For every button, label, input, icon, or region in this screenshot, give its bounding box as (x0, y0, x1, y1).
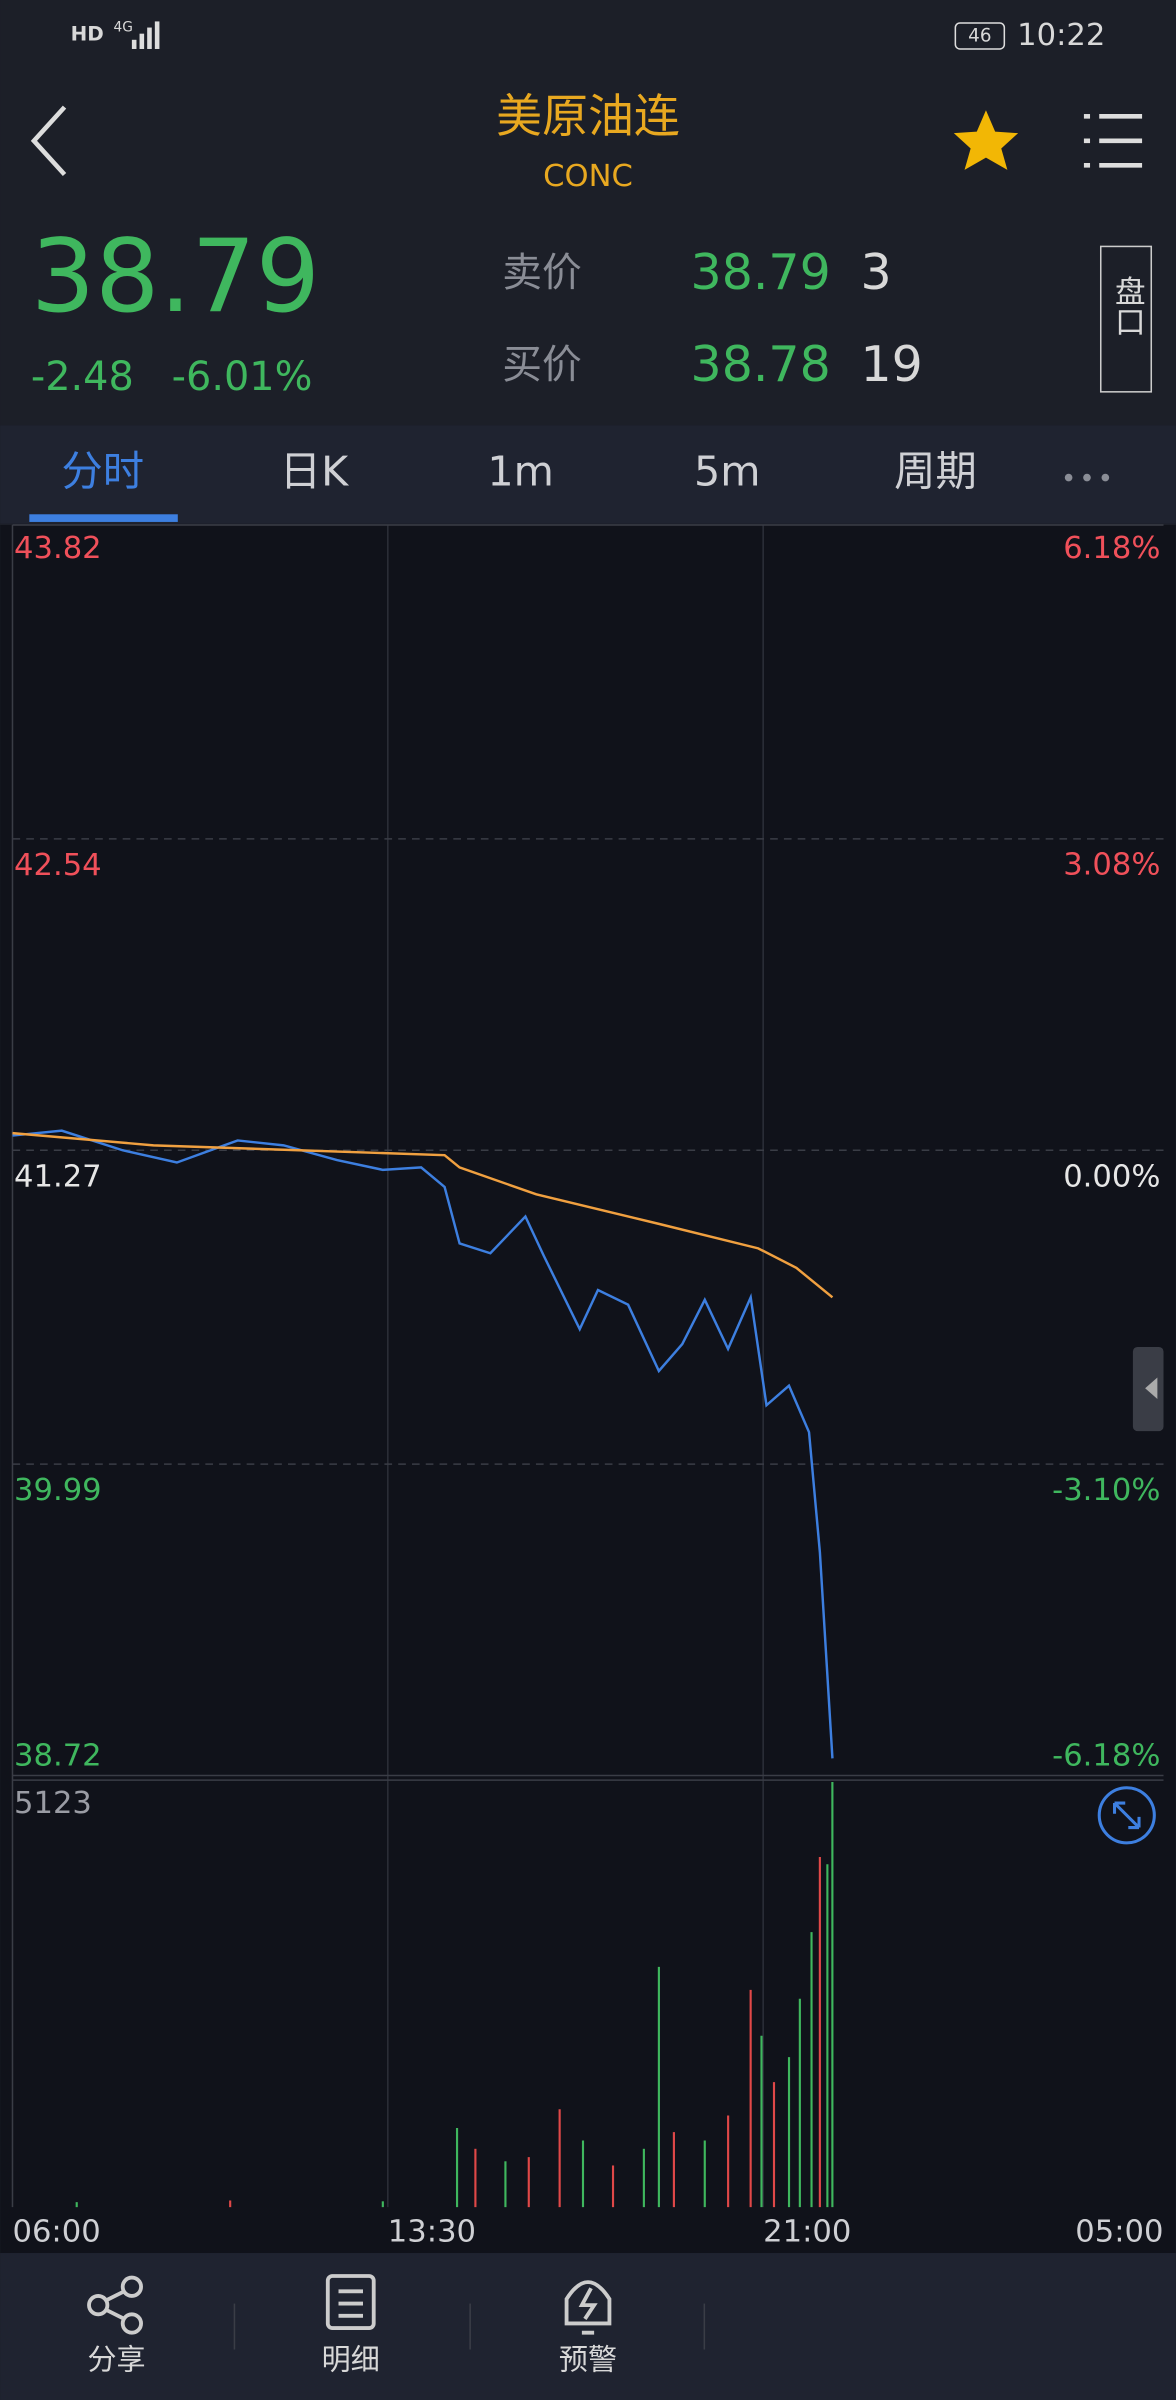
expand-icon (1113, 1801, 1141, 1830)
y2-tick-label: -3.10% (1052, 1473, 1160, 1508)
chart: 06:00 13:30 21:00 05:00 38.72 39.99 41.27 42.54… (11, 524, 1164, 2250)
volume-max-label: 5123 (14, 1786, 92, 1821)
nav-dividers (233, 2303, 706, 2350)
bid-label: 买价 (502, 342, 582, 388)
chart-bg (0, 525, 1176, 2254)
back-button[interactable] (30, 105, 67, 177)
panel-button-label: 盘口 (1109, 275, 1144, 336)
bid-price: 38.78 (691, 336, 831, 393)
y-tick-label: 38.72 (14, 1739, 102, 1774)
tab[interactable]: 1m (487, 447, 554, 495)
more-tabs[interactable] (1064, 473, 1110, 482)
x-tick-label: 21:00 (763, 2215, 851, 2250)
tabs-bg (0, 425, 1176, 524)
bid-size: 19 (860, 336, 922, 393)
bottom-nav: 分享 明细 预警 (87, 2343, 617, 2377)
battery-level: 46 (968, 26, 991, 47)
signal (131, 21, 160, 49)
change: -2.48 (31, 354, 134, 400)
x-tick-label: 13:30 (388, 2215, 476, 2250)
tab[interactable]: 日K (280, 447, 349, 495)
title: 美原油连 (496, 89, 680, 143)
y2-tick-label: -6.18% (1052, 1739, 1160, 1774)
network: 4G (114, 20, 133, 36)
bottom-nav-bg (0, 2253, 1176, 2400)
ask-size: 3 (860, 244, 891, 301)
y2-tick-label: 6.18% (1063, 531, 1160, 566)
tabs: 分时 日K 1m 5m 周期 (61, 447, 976, 495)
clock: 10:22 (1017, 18, 1105, 53)
subtitle: CONC (543, 159, 633, 194)
tab[interactable]: 周期 (894, 447, 977, 495)
panel-button[interactable] (1099, 245, 1153, 393)
header-bg (0, 0, 1176, 426)
nav-icons (87, 2274, 612, 2335)
y-tick-label: 39.99 (14, 1473, 102, 1508)
side-arrow (1145, 1377, 1158, 1399)
x-tick-label: 06:00 (12, 2215, 100, 2250)
y-tick-label: 41.27 (14, 1159, 102, 1194)
y-tick-label: 43.82 (14, 531, 102, 566)
nav-label[interactable]: 预警 (559, 2343, 617, 2377)
tab[interactable]: 分时 (61, 447, 144, 495)
y2-tick-label: 0.00% (1063, 1159, 1160, 1194)
change-pct: -6.01% (172, 354, 313, 400)
nav-label[interactable]: 明细 (322, 2343, 380, 2377)
tab[interactable]: 5m (694, 447, 761, 495)
ask-label: 卖价 (502, 250, 582, 296)
ask-price: 38.79 (691, 244, 831, 301)
favorite-star[interactable] (953, 110, 1019, 170)
expand-button[interactable] (1097, 1786, 1156, 1845)
x-tick-label: 05:00 (1075, 2215, 1163, 2250)
y-tick-label: 42.54 (14, 848, 102, 883)
last-price: 38.79 (31, 217, 320, 335)
y2-tick-label: 3.08% (1063, 848, 1160, 883)
battery (954, 22, 1006, 50)
tab-indicator (29, 514, 178, 522)
hd-icon: HD (71, 23, 104, 46)
price-line (12, 1129, 834, 1759)
price-line (12, 1131, 834, 1299)
menu-button[interactable] (1083, 114, 1143, 168)
nav-label[interactable]: 分享 (87, 2343, 145, 2377)
